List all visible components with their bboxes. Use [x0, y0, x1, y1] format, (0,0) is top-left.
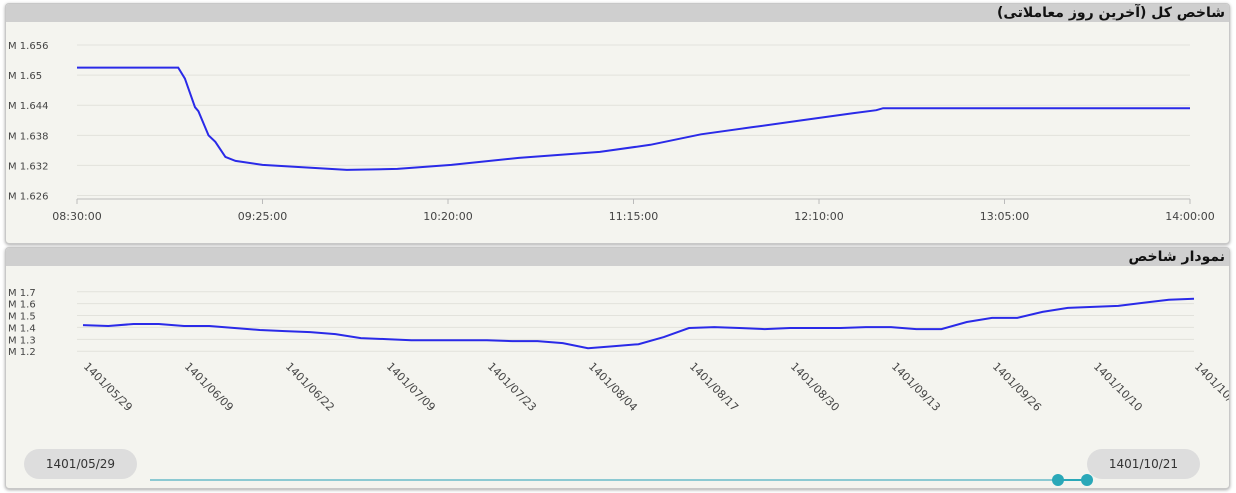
- panel: شاخص کل (آخرین روز معاملاتی) M 1.626 M 1.…: [5, 3, 1230, 244]
- y-tick-label: M 1.656: [8, 41, 48, 52]
- range-end[interactable]: 1401/10/21: [1087, 449, 1200, 479]
- x-tick-label: 1401/06/09: [182, 360, 236, 414]
- x-tick-label: 08:30:00: [52, 210, 101, 223]
- x-tick-label: 1401/06/22: [283, 360, 337, 414]
- x-tick-label: 1401/05/29: [81, 360, 135, 414]
- y-tick-label: M 1.7: [8, 288, 36, 299]
- x-tick-label: 10:20:00: [423, 210, 472, 223]
- x-tick-label: 1401/10/21: [1192, 360, 1229, 414]
- y-tick-label: M 1.65: [8, 71, 42, 82]
- chart: M 1.626 M 1.632 M 1.638 M 1.644 M 1.65 M 1.65…: [8, 41, 1215, 223]
- y-tick-label: M 1.2: [8, 347, 36, 358]
- panel: نمودار شاخص M 1.2 M 1.3 M 1.4 M 1.5 M 1.6 M 1…: [5, 247, 1230, 489]
- y-tick-label: M 1.632: [8, 161, 48, 172]
- y-tick-label: M 1.3: [8, 335, 36, 346]
- y-tick-label: M 1.638: [8, 131, 48, 142]
- x-tick-label: 12:10:00: [794, 210, 843, 223]
- x-tick-label: 1401/10/10: [1091, 360, 1145, 414]
- x-tick-label: 1401/07/09: [384, 360, 438, 414]
- x-tick-label: 1401/09/26: [990, 360, 1044, 414]
- x-tick-label: 1401/09/13: [889, 360, 943, 414]
- chart: M 1.2M 1.3M 1.4M 1.5M 1.6M 1.7 1401/05/29…: [8, 288, 1229, 486]
- x-tick-label: 11:15:00: [609, 210, 658, 223]
- x-tick-label: 1401/08/30: [788, 360, 842, 414]
- y-tick-label: M 1.4: [8, 323, 36, 334]
- y-tick-label: M 1.6: [8, 300, 36, 311]
- x-tick-label: 1401/07/23: [485, 360, 539, 414]
- x-tick-label: 14:00:00: [1165, 210, 1214, 223]
- x-tick-label: 1401/08/17: [687, 360, 741, 414]
- y-tick-label: M 1.644: [8, 101, 48, 112]
- range-start[interactable]: 1401/05/29: [24, 449, 137, 479]
- slider-handle[interactable]: [1052, 474, 1064, 486]
- line: [82, 297, 1195, 350]
- panel-title: شاخص کل (آخرین روز معاملاتی): [6, 4, 1229, 22]
- panel-title: نمودار شاخص: [6, 248, 1229, 266]
- x-tick-label: 09:25:00: [238, 210, 287, 223]
- slider-handle[interactable]: [1081, 474, 1093, 486]
- y-tick-label: M 1.626: [8, 191, 48, 202]
- y-tick-label: M 1.5: [8, 312, 36, 323]
- line: [77, 66, 1190, 171]
- x-tick-label: 13:05:00: [980, 210, 1029, 223]
- x-tick-label: 1401/08/04: [586, 360, 640, 414]
